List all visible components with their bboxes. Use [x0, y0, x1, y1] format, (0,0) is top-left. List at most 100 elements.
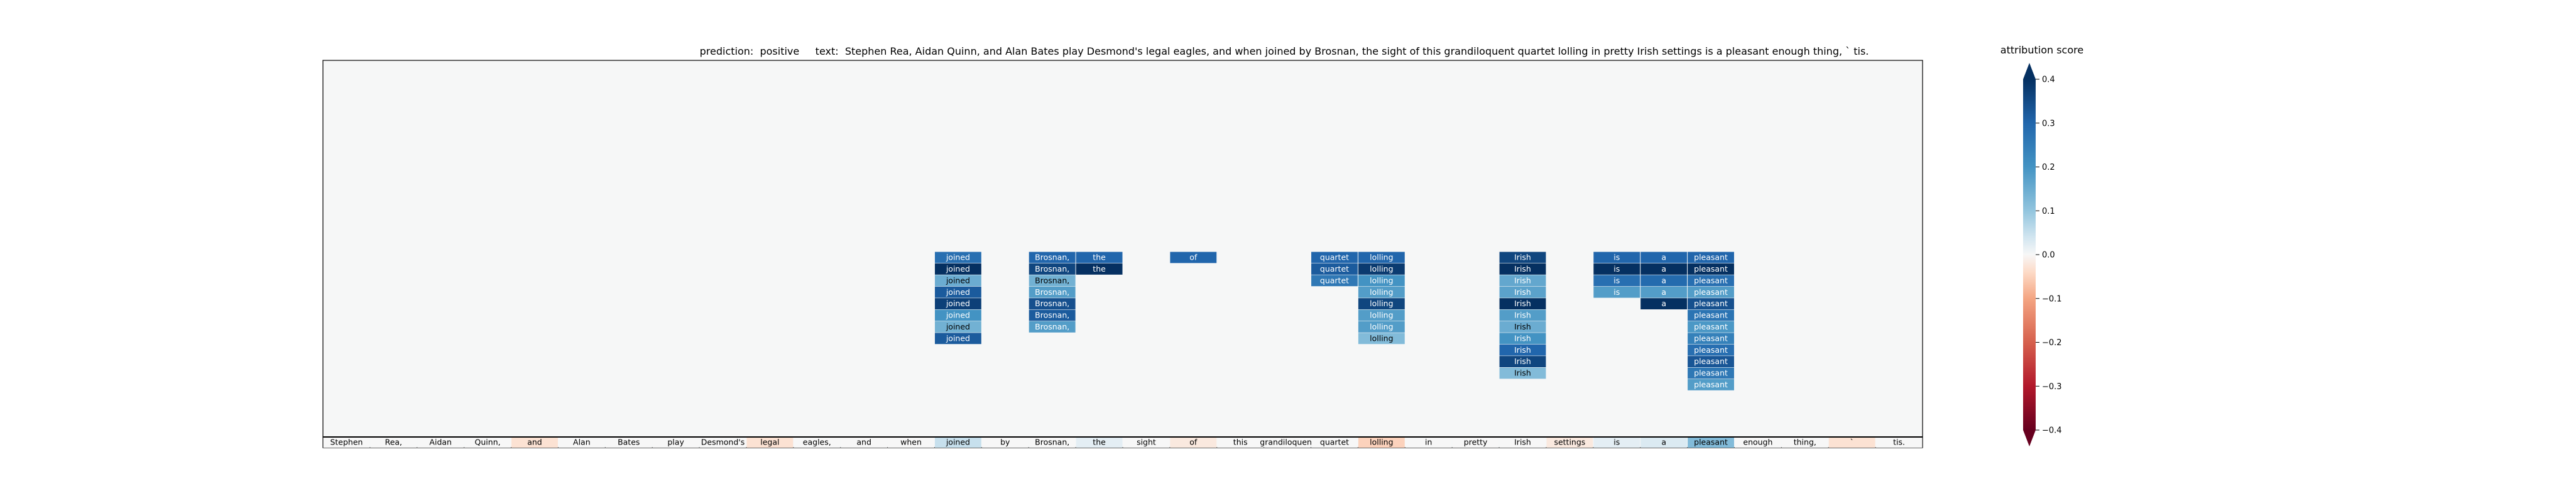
base-cell — [1781, 437, 1828, 448]
base-token-label: is — [1613, 438, 1620, 447]
attribution-cell-label: of — [1189, 253, 1198, 262]
attribution-cell — [1688, 356, 1734, 367]
attribution-cell — [1311, 252, 1358, 263]
attribution-cell-label: Irish — [1514, 357, 1531, 366]
attribution-cell-label: lolling — [1370, 322, 1393, 331]
attribution-cell — [1688, 286, 1734, 298]
base-token-label: pleasant — [1694, 438, 1728, 447]
attribution-cell — [1029, 263, 1076, 275]
attribution-cell — [1499, 309, 1546, 321]
attribution-cell — [1688, 379, 1734, 390]
attribution-cell — [1499, 298, 1546, 309]
attribution-cell — [1593, 275, 1640, 287]
base-cell — [511, 437, 558, 448]
attribution-cell-label: Irish — [1514, 287, 1531, 297]
base-token-label: and — [527, 438, 542, 447]
attribution-cell — [1170, 252, 1217, 263]
colorbar: −0.4 −0.3 −0.2 −0.1 0.0 0.1 0.2 0.3 0.4 — [2023, 63, 2062, 446]
base-cell — [1264, 437, 1311, 448]
base-cell — [1452, 437, 1499, 448]
base-token-label: Alan — [573, 438, 591, 447]
attribution-cell-label: lolling — [1370, 299, 1393, 308]
attribution-cell-label: pleasant — [1694, 333, 1728, 343]
base-cell — [464, 437, 511, 448]
attribution-cell — [1358, 275, 1405, 287]
attribution-cell-label: Irish — [1514, 345, 1531, 355]
base-token-label: legal — [760, 438, 779, 447]
base-token-label: settings — [1554, 438, 1585, 447]
attribution-cell — [1358, 309, 1405, 321]
attribution-cell — [934, 275, 981, 287]
attribution-cell-label: joined — [946, 333, 970, 343]
base-token-label: this — [1233, 438, 1248, 447]
attribution-cell — [1640, 263, 1688, 275]
attribution-cell — [1499, 356, 1546, 367]
attribution-cell-label: pleasant — [1694, 287, 1728, 297]
attribution-cell — [1358, 252, 1405, 263]
base-token-label: Irish — [1514, 438, 1531, 447]
base-token-label: quartet — [1320, 438, 1349, 447]
base-token-label: grandiloquent — [1260, 438, 1315, 447]
attribution-cell — [1499, 252, 1546, 263]
attribution-cell-label: pleasant — [1694, 311, 1728, 320]
attribution-cell — [934, 252, 981, 263]
base-token-label: Bates — [618, 438, 640, 447]
colorbar-tick-label: 0.3 — [2042, 119, 2055, 128]
base-token-label: a — [1661, 438, 1666, 447]
base-cell — [652, 437, 699, 448]
base-token-label: when — [900, 438, 922, 447]
attribution-cell — [1688, 263, 1734, 275]
attribution-cell-label: joined — [946, 275, 970, 285]
attribution-cell-label: the — [1093, 253, 1106, 262]
base-token-label: Rea, — [385, 438, 402, 447]
base-token-label: Aidan — [429, 438, 452, 447]
attribution-cell-label: quartet — [1320, 264, 1349, 274]
attribution-cell-label: pleasant — [1694, 253, 1728, 262]
attribution-cell — [934, 333, 981, 345]
attribution-cell — [1640, 298, 1688, 309]
attribution-cell-label: lolling — [1370, 287, 1393, 297]
base-cell — [1640, 437, 1688, 448]
attribution-cell-label: Irish — [1514, 299, 1531, 308]
attribution-cell — [1076, 252, 1123, 263]
attribution-cell-label: Brosnan, — [1035, 287, 1069, 297]
text-label: text: — [815, 45, 839, 57]
base-cell — [888, 437, 934, 448]
attribution-cell — [1029, 321, 1076, 333]
attribution-cell — [934, 263, 981, 275]
attribution-cell-label: Irish — [1514, 322, 1531, 331]
attribution-cell — [1499, 321, 1546, 333]
attribution-cell-label: Irish — [1514, 264, 1531, 274]
attribution-cell — [1640, 286, 1688, 298]
attribution-cell-label: Brosnan, — [1035, 264, 1069, 274]
base-cell — [934, 437, 981, 448]
attribution-cell-label: joined — [946, 322, 970, 331]
attribution-cell — [1358, 321, 1405, 333]
base-cell — [370, 437, 417, 448]
attribution-cell-label: Irish — [1514, 333, 1531, 343]
attribution-cell-label: a — [1661, 287, 1666, 297]
base-token-label: in — [1425, 438, 1432, 447]
base-cell — [1123, 437, 1170, 448]
attribution-cell-label: Brosnan, — [1035, 275, 1069, 285]
base-token-label: pretty — [1464, 438, 1488, 447]
attribution-cell-label: Irish — [1514, 275, 1531, 285]
attribution-cell-label: lolling — [1370, 264, 1393, 274]
base-token-label: ` — [1850, 438, 1854, 447]
attribution-cell-label: pleasant — [1694, 322, 1728, 331]
base-cell — [1546, 437, 1593, 448]
attribution-cell — [1640, 275, 1688, 287]
base-cell — [323, 437, 370, 448]
base-token-label: Stephen — [330, 438, 363, 447]
base-cell — [1734, 437, 1781, 448]
attribution-cell — [1499, 275, 1546, 287]
base-token-label: of — [1189, 438, 1198, 447]
base-cell — [1405, 437, 1452, 448]
colorbar-gradient — [2023, 79, 2036, 430]
attribution-cell-label: pleasant — [1694, 345, 1728, 355]
attribution-cell — [1499, 263, 1546, 275]
base-cell — [1358, 437, 1405, 448]
attribution-cell-label: Irish — [1514, 368, 1531, 378]
attribution-cell-label: pleasant — [1694, 380, 1728, 389]
